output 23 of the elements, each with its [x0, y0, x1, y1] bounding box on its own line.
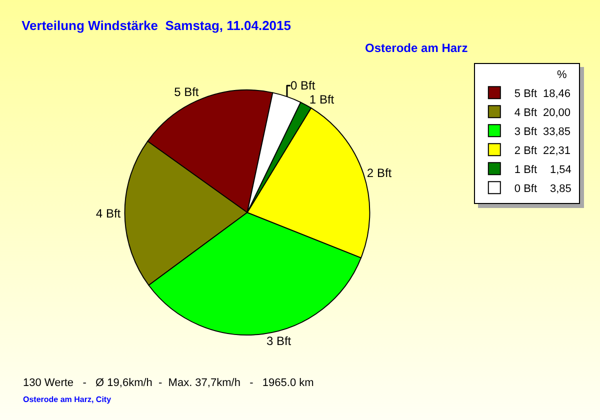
data-label: 18,46 — [543, 88, 571, 100]
legend-label: 1 Bft — [514, 164, 538, 176]
data-label: 33,85 — [543, 126, 571, 138]
data-label: 20,00 — [543, 107, 571, 119]
text: Osterode am Harz, City — [23, 395, 112, 404]
slice-label: 3 Bft — [266, 334, 292, 348]
legend-label: 3 Bft — [514, 126, 538, 138]
slice-label: 4 Bft — [96, 206, 122, 220]
legend-label: 2 Bft — [514, 144, 538, 157]
legend-label: 0 Bft — [514, 182, 538, 195]
slice-label: 1 Bft — [309, 92, 335, 107]
chart-title: Verteilung Windstärke Samstag, 11.04.2015 — [22, 18, 292, 33]
data-label: 1,54 — [550, 164, 572, 176]
legend-label: 5 Bft — [514, 88, 538, 100]
data-label: 22,31 — [543, 145, 571, 157]
slice-label: 2 Bft — [366, 166, 392, 180]
slice-label: 0 Bft — [290, 78, 316, 93]
data-label: 3,85 — [550, 183, 572, 195]
legend-title: % — [557, 69, 567, 81]
legend-label: 4 Bft — [514, 106, 538, 119]
text: 130 Werte - Ø 19,6km/h - Max. 37,7km/h - 1965.0 km — [23, 377, 314, 389]
slice-label: 5 Bft — [174, 85, 200, 100]
chart-subtitle: Osterode am Harz — [365, 41, 468, 55]
